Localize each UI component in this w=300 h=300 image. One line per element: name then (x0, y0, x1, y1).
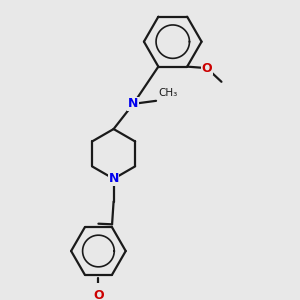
Text: O: O (93, 289, 104, 300)
Text: N: N (128, 98, 139, 110)
Text: O: O (202, 61, 212, 75)
Text: N: N (108, 172, 119, 185)
Text: CH₃: CH₃ (158, 88, 178, 98)
